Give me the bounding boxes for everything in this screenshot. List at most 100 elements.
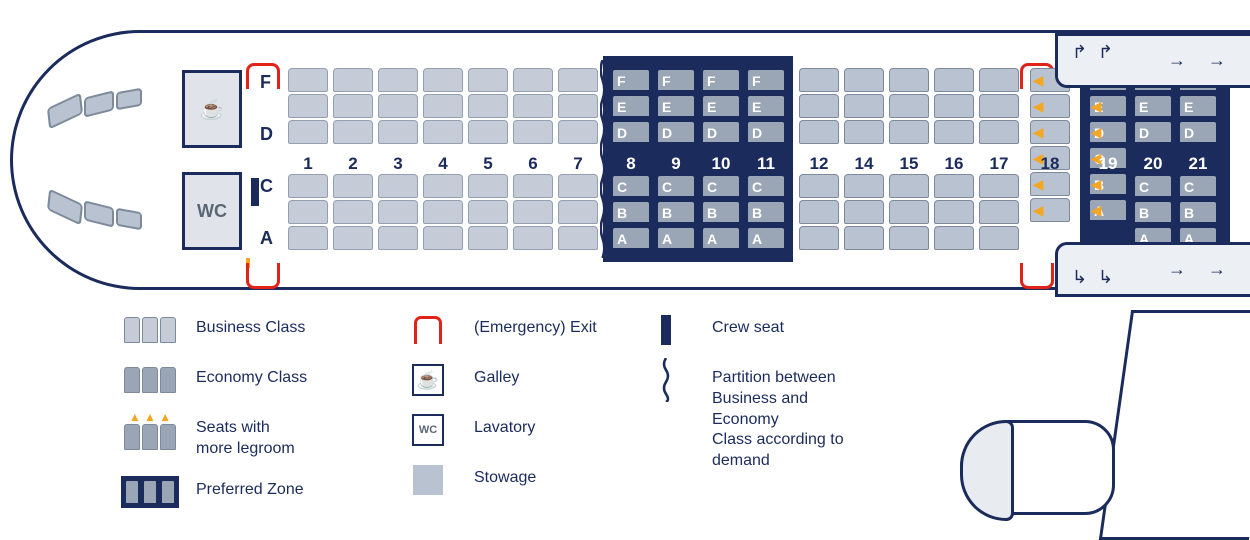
seat-5B[interactable] — [468, 200, 508, 224]
seat-10D[interactable]: D — [701, 120, 741, 144]
seat-8E[interactable]: E — [611, 94, 651, 118]
seat-14F[interactable] — [844, 68, 884, 92]
seat-21C[interactable]: C — [1178, 174, 1218, 198]
seat-2A[interactable] — [333, 226, 373, 250]
seat-4E[interactable] — [423, 94, 463, 118]
seat-9E[interactable]: E — [656, 94, 696, 118]
seat-15E[interactable] — [889, 94, 929, 118]
seat-15D[interactable] — [889, 120, 929, 144]
seat-14C[interactable] — [844, 174, 884, 198]
seat-12D[interactable] — [799, 120, 839, 144]
seat-16A[interactable] — [934, 226, 974, 250]
seat-5D[interactable] — [468, 120, 508, 144]
seat-6C[interactable] — [513, 174, 553, 198]
seat-9B[interactable]: B — [656, 200, 696, 224]
seat-8B[interactable]: B — [611, 200, 651, 224]
seat-3C[interactable] — [378, 174, 418, 198]
seat-21E[interactable]: E — [1178, 94, 1218, 118]
seat-5A[interactable] — [468, 226, 508, 250]
seat-1B[interactable] — [288, 200, 328, 224]
seat-11C[interactable]: C — [746, 174, 786, 198]
seat-11F[interactable]: F — [746, 68, 786, 92]
seat-7D[interactable] — [558, 120, 598, 144]
seat-20B[interactable]: B — [1133, 200, 1173, 224]
seat-1D[interactable] — [288, 120, 328, 144]
seat-2E[interactable] — [333, 94, 373, 118]
seat-15B[interactable] — [889, 200, 929, 224]
seat-9C[interactable]: C — [656, 174, 696, 198]
seat-17F[interactable] — [979, 68, 1019, 92]
seat-11E[interactable]: E — [746, 94, 786, 118]
seat-6E[interactable] — [513, 94, 553, 118]
seat-4F[interactable] — [423, 68, 463, 92]
seat-1F[interactable] — [288, 68, 328, 92]
seat-7C[interactable] — [558, 174, 598, 198]
seat-7E[interactable] — [558, 94, 598, 118]
seat-16E[interactable] — [934, 94, 974, 118]
seat-6A[interactable] — [513, 226, 553, 250]
seat-3A[interactable] — [378, 226, 418, 250]
seat-5F[interactable] — [468, 68, 508, 92]
seat-12A[interactable] — [799, 226, 839, 250]
seat-21D[interactable]: D — [1178, 120, 1218, 144]
seat-4B[interactable] — [423, 200, 463, 224]
seat-16F[interactable] — [934, 68, 974, 92]
seat-21B[interactable]: B — [1178, 200, 1218, 224]
seat-5C[interactable] — [468, 174, 508, 198]
seat-14E[interactable] — [844, 94, 884, 118]
seat-7F[interactable] — [558, 68, 598, 92]
seat-12B[interactable] — [799, 200, 839, 224]
seat-10C[interactable]: C — [701, 174, 741, 198]
seat-20D[interactable]: D — [1133, 120, 1173, 144]
seat-1C[interactable] — [288, 174, 328, 198]
seat-20E[interactable]: E — [1133, 94, 1173, 118]
seat-10E[interactable]: E — [701, 94, 741, 118]
seat-2C[interactable] — [333, 174, 373, 198]
seat-16C[interactable] — [934, 174, 974, 198]
seat-6B[interactable] — [513, 200, 553, 224]
seat-11D[interactable]: D — [746, 120, 786, 144]
seat-2B[interactable] — [333, 200, 373, 224]
seat-10A[interactable]: A — [701, 226, 741, 250]
seat-16B[interactable] — [934, 200, 974, 224]
seat-11A[interactable]: A — [746, 226, 786, 250]
seat-3F[interactable] — [378, 68, 418, 92]
seat-3D[interactable] — [378, 120, 418, 144]
seat-3E[interactable] — [378, 94, 418, 118]
seat-7A[interactable] — [558, 226, 598, 250]
seat-2F[interactable] — [333, 68, 373, 92]
seat-9F[interactable]: F — [656, 68, 696, 92]
seat-15A[interactable] — [889, 226, 929, 250]
seat-10B[interactable]: B — [701, 200, 741, 224]
seat-8A[interactable]: A — [611, 226, 651, 250]
seat-8D[interactable]: D — [611, 120, 651, 144]
seat-12C[interactable] — [799, 174, 839, 198]
seat-15C[interactable] — [889, 174, 929, 198]
seat-2D[interactable] — [333, 120, 373, 144]
seat-11B[interactable]: B — [746, 200, 786, 224]
seat-6F[interactable] — [513, 68, 553, 92]
seat-17A[interactable] — [979, 226, 1019, 250]
seat-12E[interactable] — [799, 94, 839, 118]
seat-14D[interactable] — [844, 120, 884, 144]
seat-15F[interactable] — [889, 68, 929, 92]
seat-7B[interactable] — [558, 200, 598, 224]
seat-16D[interactable] — [934, 120, 974, 144]
seat-9D[interactable]: D — [656, 120, 696, 144]
seat-17E[interactable] — [979, 94, 1019, 118]
seat-5E[interactable] — [468, 94, 508, 118]
seat-4C[interactable] — [423, 174, 463, 198]
seat-8C[interactable]: C — [611, 174, 651, 198]
seat-1A[interactable] — [288, 226, 328, 250]
seat-17C[interactable] — [979, 174, 1019, 198]
seat-17B[interactable] — [979, 200, 1019, 224]
seat-9A[interactable]: A — [656, 226, 696, 250]
seat-14B[interactable] — [844, 200, 884, 224]
seat-10F[interactable]: F — [701, 68, 741, 92]
seat-14A[interactable] — [844, 226, 884, 250]
seat-12F[interactable] — [799, 68, 839, 92]
seat-4D[interactable] — [423, 120, 463, 144]
seat-17D[interactable] — [979, 120, 1019, 144]
seat-20C[interactable]: C — [1133, 174, 1173, 198]
seat-6D[interactable] — [513, 120, 553, 144]
